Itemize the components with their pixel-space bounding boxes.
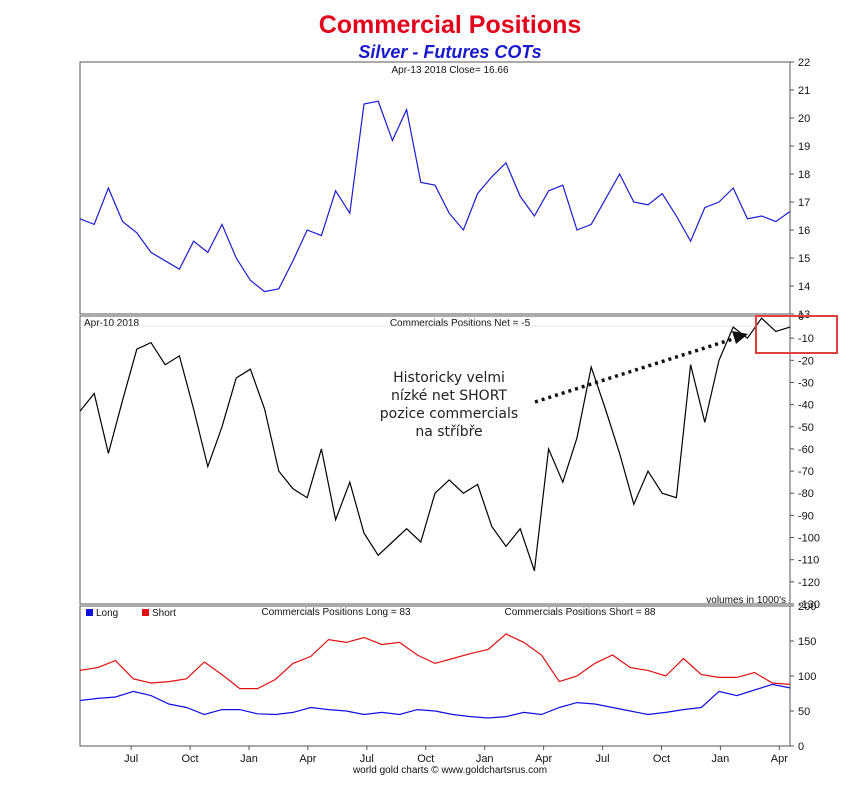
- net-y-tick-label: -70: [798, 466, 814, 478]
- footer-credit: world gold charts © www.goldchartsrus.co…: [352, 765, 547, 776]
- price-series-line: [79, 100, 791, 293]
- price-panel-frame: [79, 61, 791, 315]
- x-tick-label: Jul: [360, 753, 374, 765]
- x-tick-label: Jul: [124, 753, 138, 765]
- long-short-y-tick-label: 50: [798, 706, 810, 718]
- x-tick-label: Jan: [712, 753, 730, 765]
- x-axis: Jul Oct Jan Apr Jul Oct Jan Apr Jul Oct Jan Apr: [124, 746, 788, 765]
- long-short-y-tick-label: 100: [798, 671, 816, 683]
- price-y-tick-label: 20: [798, 113, 810, 125]
- chart-title: Commercial Positions: [319, 11, 582, 39]
- price-y-tick-label: 15: [798, 253, 810, 265]
- series-group: [79, 100, 791, 719]
- short-header: Commercials Positions Short = 88: [505, 607, 656, 618]
- x-tick-label: Jan: [240, 753, 258, 765]
- annotation-line-4: na stříbře: [415, 424, 482, 440]
- annotation-line-2: nízké net SHORT: [391, 388, 507, 404]
- net-panel-header: Commercials Positions Net = -5: [390, 318, 531, 329]
- highlight-box: [755, 315, 838, 354]
- net-panel-frame: [79, 315, 791, 605]
- price-y-tick-label: 18: [798, 169, 810, 181]
- legend-short-swatch: [142, 609, 149, 616]
- annotation-arrow: [534, 336, 737, 404]
- long-short-y-tick-label: 0: [798, 741, 804, 753]
- price-y-tick-label: 22: [798, 57, 810, 69]
- net-y-tick-label: -120: [798, 577, 820, 589]
- x-tick-label: Oct: [653, 753, 670, 765]
- net-series-line: [79, 317, 791, 571]
- short-series-line: [79, 633, 791, 690]
- net-y-tick-label: -90: [798, 510, 814, 522]
- price-y-tick-label: 16: [798, 225, 810, 237]
- long-series-line: [79, 683, 791, 719]
- net-y-axis: 0-10-20-30-40-50-60-70-80-90-100-110-120…: [80, 311, 820, 611]
- x-tick-label: Jul: [596, 753, 610, 765]
- price-y-tick-label: 14: [798, 281, 810, 293]
- net-y-tick-label: -100: [798, 533, 820, 545]
- long-short-y-tick-label: 200: [798, 601, 816, 613]
- legend-long-label: Long: [96, 608, 118, 619]
- annotation-line-3: pozice commercials: [380, 406, 518, 422]
- x-tick-label: Jan: [476, 753, 494, 765]
- net-y-tick-label: -30: [798, 377, 814, 389]
- net-y-tick-label: -80: [798, 488, 814, 500]
- net-y-tick-label: -50: [798, 422, 814, 434]
- long-short-y-tick-label: 150: [798, 636, 816, 648]
- annotation-line-1: Historicky velmi: [393, 370, 505, 386]
- x-tick-label: Apr: [299, 753, 316, 765]
- net-y-tick-label: -110: [798, 555, 819, 567]
- price-panel-header: Apr-13 2018 Close= 16.66: [391, 65, 508, 76]
- price-y-tick-label: 19: [798, 141, 810, 153]
- price-y-tick-label: 17: [798, 197, 810, 209]
- price-y-tick-label: 21: [798, 85, 810, 97]
- long-header: Commercials Positions Long = 83: [261, 607, 411, 618]
- x-tick-label: Oct: [181, 753, 198, 765]
- net-y-tick-label: -40: [798, 400, 814, 412]
- annotation-arrowhead: [732, 331, 748, 344]
- net-y-tick-label: -130: [798, 599, 820, 611]
- net-y-tick-label: -60: [798, 444, 814, 456]
- net-y-tick-label: -10: [798, 333, 814, 345]
- x-tick-label: Oct: [417, 753, 434, 765]
- net-panel-footnote: volumes in 1000's: [706, 595, 786, 606]
- net-y-tick-label: -20: [798, 355, 814, 367]
- x-tick-label: Apr: [771, 753, 788, 765]
- long-short-y-axis: 0 50 100 150 200: [790, 601, 816, 753]
- x-tick-label: Apr: [535, 753, 552, 765]
- legend-short-label: Short: [152, 608, 176, 619]
- chart-subtitle: Silver - Futures COTs: [358, 42, 541, 62]
- net-panel-date: Apr-10 2018: [84, 318, 139, 329]
- annotation: Historicky velmi nízké net SHORT pozice …: [380, 370, 518, 440]
- long-short-panel-frame: [79, 605, 791, 747]
- legend-long-swatch: [86, 609, 93, 616]
